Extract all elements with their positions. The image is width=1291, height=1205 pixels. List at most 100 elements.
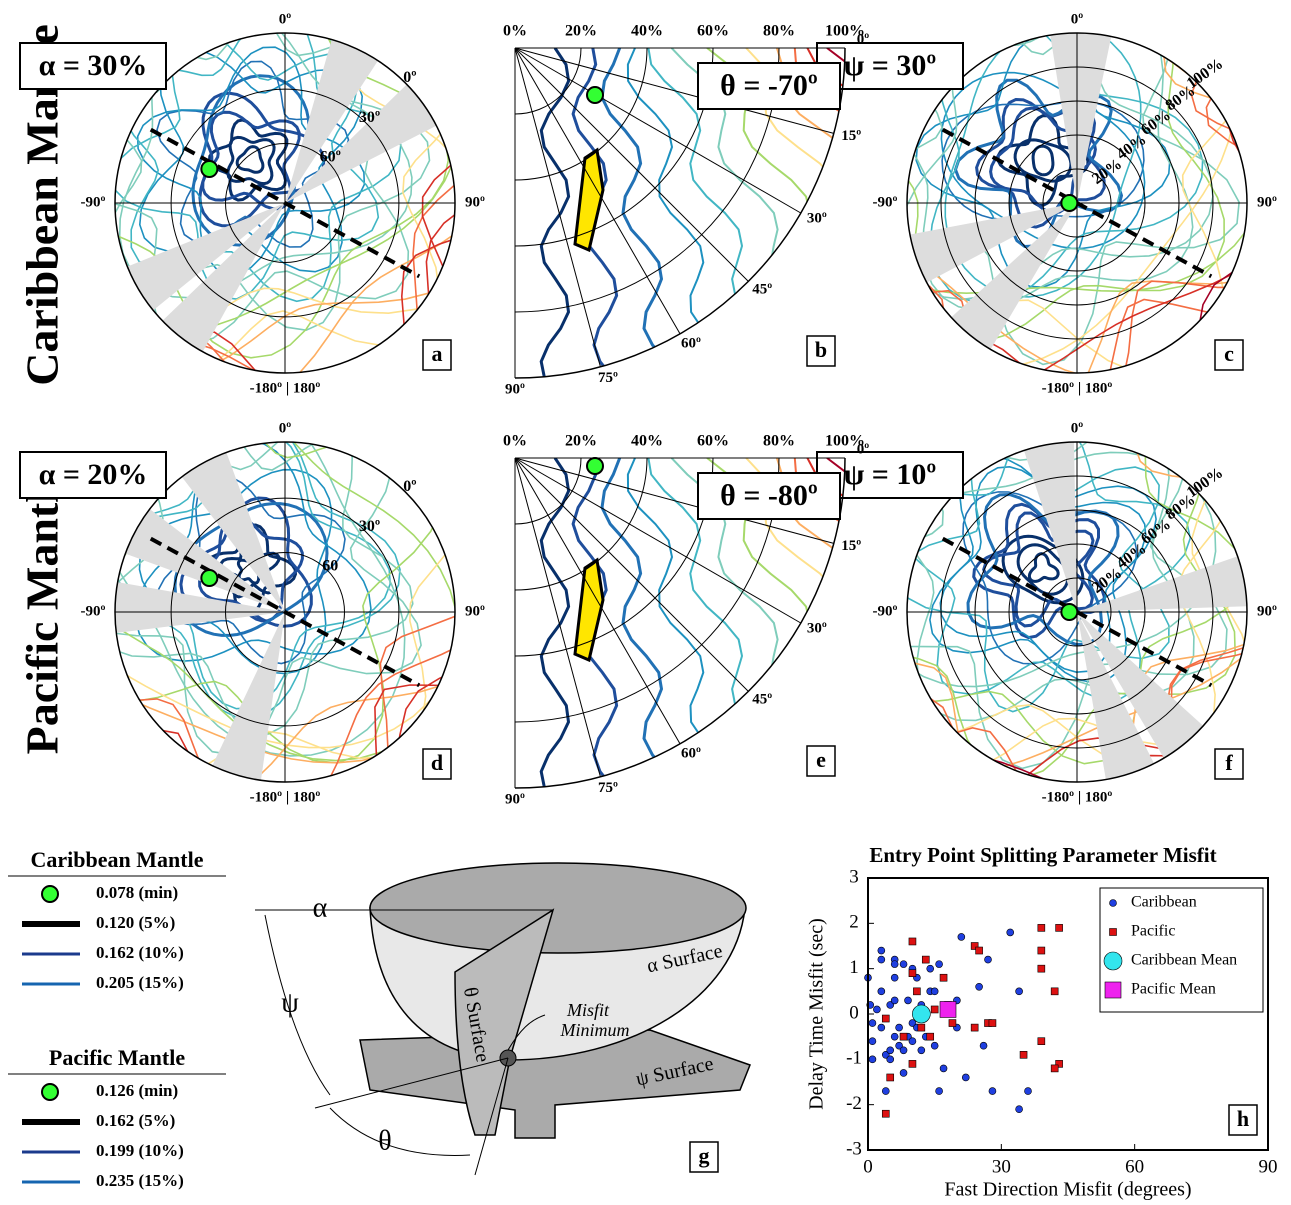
contour-line <box>115 442 455 749</box>
misfit-label: Minimum <box>560 1020 630 1040</box>
angle-label: 0º <box>279 11 292 27</box>
contour-line <box>907 33 1247 295</box>
contour-line <box>115 442 422 756</box>
radial-line <box>514 457 749 692</box>
x-axis-label: Fast Direction Misfit (degrees) <box>944 1179 1191 1201</box>
point <box>881 1087 890 1095</box>
diagram-label: θ <box>378 1125 391 1156</box>
radial-line <box>514 457 802 624</box>
point <box>881 1109 890 1118</box>
point <box>1055 924 1063 932</box>
point <box>970 1023 979 1032</box>
angle-label: 0º <box>1071 420 1084 436</box>
parameter-box <box>19 42 167 90</box>
contour-line <box>115 442 455 782</box>
y-tick-label: -3 <box>846 1138 862 1159</box>
contour-line <box>907 442 1247 782</box>
angle-label: 0º <box>1071 11 1084 27</box>
x-label: 0% <box>503 433 527 450</box>
panel-letter-box <box>422 339 452 371</box>
point <box>926 1032 935 1041</box>
chart-title: Entry Point Splitting Parameter Misfit <box>869 843 1216 867</box>
angle-label: 90º <box>465 603 485 619</box>
legend-marker <box>1104 981 1122 999</box>
point <box>926 964 935 973</box>
contour-line <box>235 145 265 174</box>
contour-line <box>115 442 446 764</box>
ring-label: 60 <box>322 557 338 574</box>
point <box>890 1032 899 1041</box>
panel-letter-box <box>1228 1104 1258 1136</box>
point <box>1037 924 1046 932</box>
minimum-direction <box>149 127 421 279</box>
contour-line <box>115 33 422 346</box>
ring-label: 40% <box>1114 540 1150 572</box>
contours <box>115 442 455 782</box>
radial-line <box>514 47 749 282</box>
parameter-label: ψ = 30º <box>844 49 937 82</box>
legend-label: Pacific <box>1131 923 1175 940</box>
point <box>886 1055 895 1064</box>
parameter-label: θ = -80º <box>720 479 818 512</box>
legend-box <box>1099 887 1264 1013</box>
point <box>979 1041 988 1050</box>
contour-line <box>907 33 1247 373</box>
y-tick-label: 1 <box>849 957 859 978</box>
point <box>877 946 886 955</box>
contour-line <box>1027 552 1060 583</box>
angle-label: -180º | 180º <box>250 789 321 805</box>
x-label: 80% <box>763 433 795 450</box>
ring-label: 60º <box>320 148 341 165</box>
contour-line <box>226 135 276 186</box>
x-tick-label: 90 <box>1259 1156 1278 1177</box>
contour-line <box>115 442 455 782</box>
point <box>913 987 921 996</box>
point <box>1037 946 1046 955</box>
contour-line <box>115 33 455 343</box>
panel-letter: e <box>816 747 826 772</box>
misfit-minimum <box>586 457 604 475</box>
ring-label: 30º <box>359 109 380 126</box>
theta-surface <box>454 908 555 1136</box>
point <box>939 1001 957 1018</box>
parameter-box <box>697 472 841 520</box>
angle-label: 90º <box>1257 194 1277 210</box>
panel-letter-box <box>806 335 836 367</box>
angle-label: 30º <box>807 210 827 226</box>
parameter-label: ψ = 10º <box>844 458 937 491</box>
angle-label: -180º | 180º <box>1042 380 1113 396</box>
panel-letter-box <box>1214 748 1244 780</box>
psi-surface <box>359 1029 751 1139</box>
misfit-minimum <box>200 160 219 178</box>
contour-line <box>539 458 571 788</box>
point <box>899 1046 908 1055</box>
angle-label: 45º <box>752 691 772 707</box>
panel-letter: c <box>1224 341 1234 366</box>
point <box>890 960 899 968</box>
point <box>1019 1051 1028 1059</box>
point <box>984 955 992 964</box>
panel-letter-box <box>422 748 452 780</box>
legend-marker <box>41 1083 59 1101</box>
point <box>948 1019 957 1027</box>
point <box>881 1014 890 1023</box>
contour-line <box>600 458 682 788</box>
point <box>1050 987 1059 996</box>
parameter-box <box>19 451 167 499</box>
contour-line <box>115 442 455 764</box>
theta-arc <box>329 1107 471 1156</box>
point <box>904 996 912 1005</box>
y-axis-label: Delay Time Misfit (sec) <box>806 918 828 1110</box>
legend-label: Caribbean Mean <box>1131 952 1237 969</box>
x-label: 0% <box>503 23 527 40</box>
point <box>1024 1087 1032 1095</box>
legend-marker <box>41 885 59 903</box>
point <box>921 955 930 964</box>
parameter-label: θ = -70º <box>720 69 818 102</box>
point <box>886 1001 895 1009</box>
psi-arrow <box>314 1057 509 1109</box>
contour-line <box>115 442 455 782</box>
radial-line <box>514 47 681 335</box>
contour-line <box>134 442 372 662</box>
point <box>1050 1064 1059 1073</box>
